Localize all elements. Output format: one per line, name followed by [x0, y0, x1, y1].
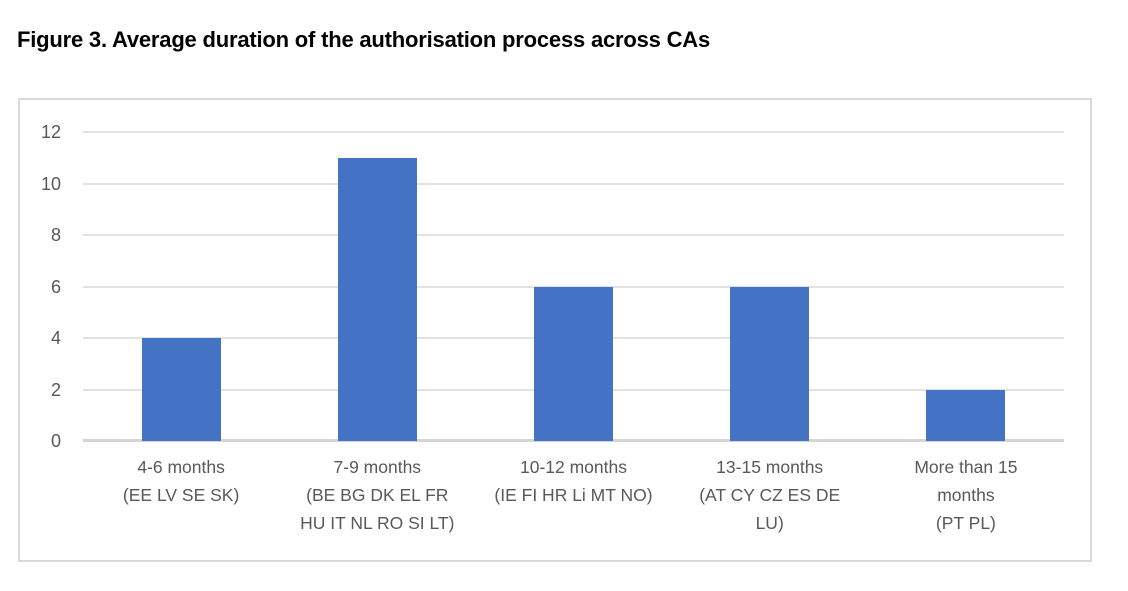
x-category-label-3: 10-12 months (IE FI HR Li MT NO) [474, 453, 674, 509]
bar-4 [730, 286, 810, 441]
x-category-label-line: (AT CY CZ ES DE [699, 485, 841, 505]
y-tick-label-12: 12 [40, 122, 61, 142]
x-category-label-1: 4-6 months (EE LV SE SK) [81, 453, 281, 509]
bar-5 [926, 389, 1006, 441]
y-tick-label-2: 2 [50, 379, 61, 400]
y-tick-label-0: 0 [50, 431, 61, 451]
y-tick-label-6: 6 [50, 276, 61, 297]
x-category-label-line: 13-15 months [716, 457, 824, 477]
gridline-10 [83, 182, 1064, 185]
x-category-label-line: (PT PL) [935, 513, 996, 533]
chart-frame: 0 2 4 6 8 10 12 4-6 months (EE LV SE SK) 7-9 mont… [18, 98, 1092, 562]
y-tick-label-4: 4 [50, 328, 61, 348]
x-category-label-line: 7-9 months [333, 457, 422, 477]
plot-area: 0 2 4 6 8 10 12 4-6 months (EE LV SE SK) 7-9 mont… [41, 122, 1064, 533]
gridline-12 [83, 131, 1064, 133]
bar-3 [534, 286, 613, 441]
bar-1 [141, 338, 221, 441]
bar-2 [337, 157, 417, 441]
x-category-label-2: 7-9 months (BE BG DK EL FR HU IT NL RO SI … [277, 453, 477, 537]
x-category-label-line: months [937, 485, 995, 505]
y-tick-label-10: 10 [40, 173, 61, 194]
x-category-label-5: More than 15 months (PT PL) [866, 453, 1066, 537]
x-category-label-line: 4-6 months [137, 457, 225, 477]
x-category-label-4: 13-15 months (AT CY CZ ES DE LU) [670, 453, 870, 537]
gridline-8 [83, 234, 1064, 236]
x-category-label-line: (IE FI HR Li MT NO) [494, 485, 653, 505]
x-category-label-line: (BE BG DK EL FR [306, 485, 449, 505]
figure-title: Figure 3. Average duration of the author… [17, 27, 711, 52]
x-category-label-line: LU) [755, 513, 784, 533]
x-category-label-line: HU IT NL RO SI LT) [300, 513, 455, 533]
x-category-label-line: 10-12 months [519, 457, 627, 477]
y-tick-label-8: 8 [50, 225, 61, 245]
x-category-label-line: More than 15 [914, 457, 1018, 477]
x-category-label-line: (EE LV SE SK) [122, 485, 240, 505]
